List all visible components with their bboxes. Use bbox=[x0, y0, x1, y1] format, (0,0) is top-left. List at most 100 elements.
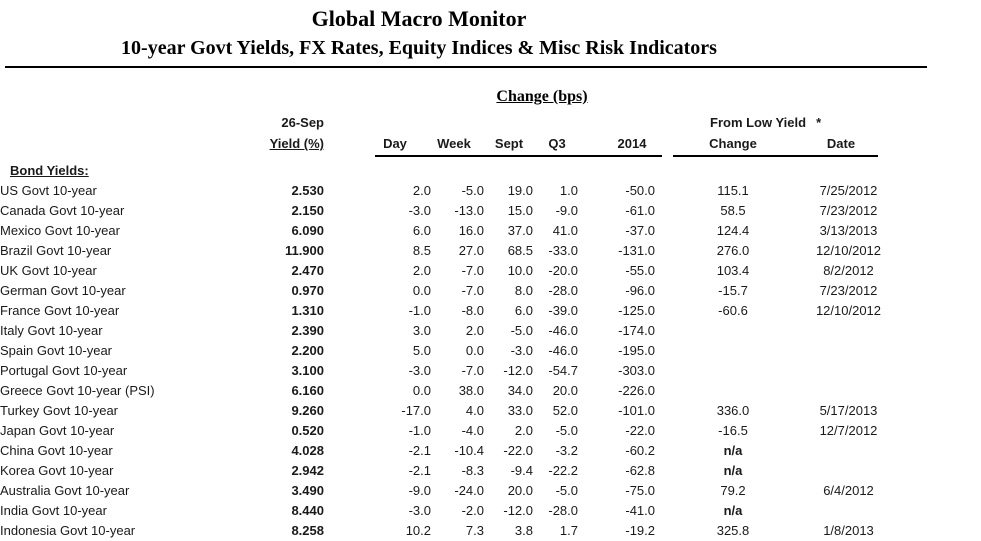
cell-filler bbox=[886, 341, 981, 361]
cell-week: 2.0 bbox=[465, 323, 484, 338]
cell-change: 325.8 bbox=[716, 523, 750, 538]
cell-filler bbox=[886, 481, 981, 501]
cell-date bbox=[811, 361, 886, 381]
cell-day: 10.2 bbox=[405, 523, 431, 538]
cell-q3: -54.7 bbox=[548, 363, 578, 378]
cell-filler bbox=[886, 301, 981, 321]
cell-day: 0.0 bbox=[412, 283, 431, 298]
cell-yield: 4.028 bbox=[291, 443, 324, 458]
cell-filler bbox=[886, 521, 981, 541]
cell-change: -16.5 bbox=[718, 423, 748, 438]
cell-y2014: -125.0 bbox=[618, 303, 655, 318]
cell-sept: 33.0 bbox=[507, 403, 533, 418]
table-row: Turkey Govt 10-year 9.260 -17.0 4.0 33.0 52.0… bbox=[0, 401, 981, 421]
cell-q3: -46.0 bbox=[548, 323, 578, 338]
cell-day: 6.0 bbox=[412, 223, 431, 238]
cell-change bbox=[655, 321, 811, 341]
cell-y2014: -61.0 bbox=[625, 203, 655, 218]
cell-y2014: -41.0 bbox=[625, 503, 655, 518]
cell-day: 8.5 bbox=[412, 243, 431, 258]
cell-sept: 2.0 bbox=[514, 423, 533, 438]
cell-yield: 2.150 bbox=[291, 203, 324, 218]
cell-filler bbox=[886, 261, 981, 281]
cell-y2014: -174.0 bbox=[618, 323, 655, 338]
cell-filler bbox=[886, 461, 981, 481]
cell-day: -3.0 bbox=[408, 363, 431, 378]
table-row: US Govt 10-year 2.530 2.0 -5.0 19.0 1.0 -50.0 1… bbox=[0, 181, 981, 201]
cell-label: Turkey Govt 10-year bbox=[0, 403, 119, 418]
cell-sept: -12.0 bbox=[503, 363, 533, 378]
cell-yield: 3.490 bbox=[291, 483, 324, 498]
cell-label: France Govt 10-year bbox=[0, 303, 120, 318]
cell-week: 0.0 bbox=[465, 343, 484, 358]
cell-date: 12/10/2012 bbox=[815, 243, 882, 258]
cell-yield: 1.310 bbox=[291, 303, 324, 318]
cell-y2014: -50.0 bbox=[625, 183, 655, 198]
col-header-q3: Q3 bbox=[548, 136, 566, 151]
cell-y2014: -131.0 bbox=[618, 243, 655, 258]
cell-change: 103.4 bbox=[716, 263, 750, 278]
cell-sept: 20.0 bbox=[507, 483, 533, 498]
cell-week: -7.0 bbox=[461, 283, 484, 298]
cell-filler bbox=[886, 501, 981, 521]
table-row: Indonesia Govt 10-year 8.258 10.2 7.3 3.8 1.7… bbox=[0, 521, 981, 541]
table-row: India Govt 10-year 8.440 -3.0 -2.0 -12.0 -28.… bbox=[0, 501, 981, 521]
cell-day: 2.0 bbox=[412, 183, 431, 198]
cell-sept: 15.0 bbox=[507, 203, 533, 218]
cell-q3: -9.0 bbox=[555, 203, 578, 218]
cell-date: 1/8/2013 bbox=[823, 523, 874, 538]
cell-sept: 6.0 bbox=[514, 303, 533, 318]
table-row: Mexico Govt 10-year 6.090 6.0 16.0 37.0 41.0 -… bbox=[0, 221, 981, 241]
cell-label: German Govt 10-year bbox=[0, 283, 126, 298]
cell-date bbox=[811, 341, 886, 361]
table-row: China Govt 10-year 4.028 -2.1 -10.4 -22.0 -3.… bbox=[0, 441, 981, 461]
cell-y2014: -22.0 bbox=[625, 423, 655, 438]
title-rule bbox=[5, 66, 927, 68]
cell-q3: -5.0 bbox=[555, 483, 578, 498]
cell-date bbox=[811, 441, 886, 461]
table-row: Italy Govt 10-year 2.390 3.0 2.0 -5.0 -46.0 -1… bbox=[0, 321, 981, 341]
cell-date: 5/17/2013 bbox=[819, 403, 878, 418]
cell-day: -2.1 bbox=[408, 463, 431, 478]
cell-week: -4.0 bbox=[461, 423, 484, 438]
cell-date: 12/7/2012 bbox=[819, 423, 878, 438]
title-block: Global Macro Monitor 10-year Govt Yields… bbox=[0, 0, 838, 60]
cell-y2014: -19.2 bbox=[625, 523, 655, 538]
table-row: UK Govt 10-year 2.470 2.0 -7.0 10.0 -20.0 -55.… bbox=[0, 261, 981, 281]
cell-q3: 41.0 bbox=[552, 223, 578, 238]
cell-change: n/a bbox=[723, 443, 743, 458]
cell-date: 7/23/2012 bbox=[819, 203, 878, 218]
cell-sept: 10.0 bbox=[507, 263, 533, 278]
cell-sept: 37.0 bbox=[507, 223, 533, 238]
cell-y2014: -75.0 bbox=[625, 483, 655, 498]
table-row: Brazil Govt 10-year 11.900 8.5 27.0 68.5 -33.… bbox=[0, 241, 981, 261]
cell-q3: 1.7 bbox=[559, 523, 578, 538]
cell-week: 27.0 bbox=[458, 243, 484, 258]
cell-label: UK Govt 10-year bbox=[0, 263, 97, 278]
cell-week: -2.0 bbox=[461, 503, 484, 518]
cell-q3: -46.0 bbox=[548, 343, 578, 358]
cell-label: China Govt 10-year bbox=[0, 443, 113, 458]
cell-day: -3.0 bbox=[408, 203, 431, 218]
cell-y2014: -55.0 bbox=[625, 263, 655, 278]
table-row: Canada Govt 10-year 2.150 -3.0 -13.0 15.0 -9.… bbox=[0, 201, 981, 221]
asof-date-header: 26-Sep bbox=[281, 115, 324, 130]
cell-sept: -9.4 bbox=[510, 463, 533, 478]
table-row: Japan Govt 10-year 0.520 -1.0 -4.0 2.0 -5.0 -2… bbox=[0, 421, 981, 441]
cell-y2014: -195.0 bbox=[618, 343, 655, 358]
from-low-yield-label: From Low Yield bbox=[710, 115, 807, 130]
cell-week: 4.0 bbox=[465, 403, 484, 418]
cell-day: 5.0 bbox=[412, 343, 431, 358]
table-row: Korea Govt 10-year 2.942 -2.1 -8.3 -9.4 -22.2… bbox=[0, 461, 981, 481]
cell-sept: 8.0 bbox=[514, 283, 533, 298]
cell-filler bbox=[886, 361, 981, 381]
cell-filler bbox=[886, 241, 981, 261]
cell-sept: 3.8 bbox=[514, 523, 533, 538]
col-header-change: Change bbox=[709, 136, 757, 151]
cell-day: 2.0 bbox=[412, 263, 431, 278]
cell-day: -1.0 bbox=[408, 423, 431, 438]
cell-yield: 6.160 bbox=[291, 383, 324, 398]
cell-yield: 0.520 bbox=[291, 423, 324, 438]
cell-yield: 6.090 bbox=[291, 223, 324, 238]
cell-date: 8/2/2012 bbox=[823, 263, 874, 278]
